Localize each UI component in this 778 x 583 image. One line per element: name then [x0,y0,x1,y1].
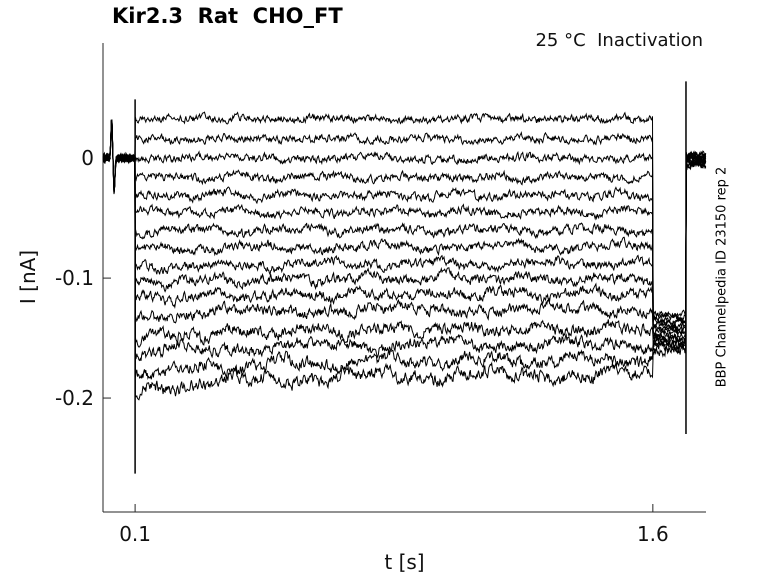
condition-annotation: 25 °C Inactivation [535,30,703,51]
current-trace [102,121,707,327]
x-axis-label: t [s] [384,550,425,574]
y-tick-label: 0 [81,146,94,170]
x-tick-label: 0.1 [119,522,151,546]
y-tick-label: -0.2 [55,386,94,410]
current-trace [102,121,707,332]
current-trace [102,122,707,341]
current-trace [102,120,707,381]
current-trace [102,122,707,329]
current-trace [102,119,707,340]
y-tick-label: -0.1 [55,266,94,290]
y-axis-label: I [nA] [16,249,40,305]
chart-title: Kir2.3 Rat CHO_FT [112,4,343,28]
x-tick-label: 1.6 [637,522,669,546]
current-trace [102,111,707,318]
current-trace [102,119,707,324]
current-trace [102,121,707,362]
current-trace [102,121,707,345]
current-trace [102,119,706,401]
current-trace [102,122,707,333]
current-trace [102,124,707,348]
current-trace [102,119,707,322]
current-trace [102,121,707,336]
attribution-note: BBP Channelpedia ID 23150 rep 2 [714,166,730,388]
current-trace [102,120,707,349]
